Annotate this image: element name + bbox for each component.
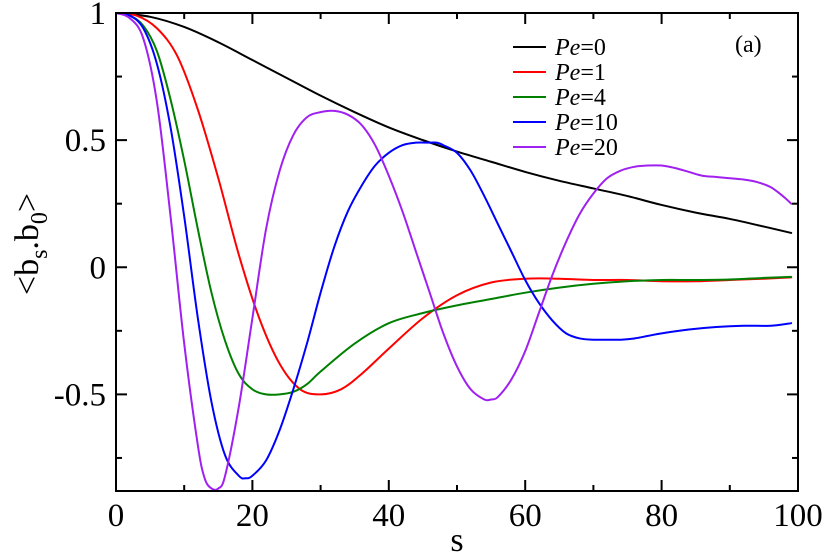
series-layer <box>115 12 793 491</box>
y-tick-label: 0.5 <box>65 123 106 159</box>
series-line-pe-0 <box>115 12 793 234</box>
plot-frame <box>115 12 799 492</box>
y-tick-label: 1 <box>90 0 107 32</box>
series-line-pe-4 <box>115 12 793 396</box>
y-tick-label: 0 <box>90 250 107 286</box>
legend-label: Pe=1 <box>554 60 606 86</box>
series-line-pe-10 <box>115 12 793 480</box>
y-axis-label: <bs.b0> <box>9 193 53 295</box>
x-tick-label: 40 <box>372 498 405 534</box>
x-tick-label: 20 <box>236 498 269 534</box>
ticks-layer: 0 20 40 60 80 100 1 0.5 0 -0.5 <box>54 0 823 534</box>
legend-label: Pe=0 <box>554 35 606 61</box>
x-tick-label: 80 <box>645 498 678 534</box>
legend-label: Pe=20 <box>554 135 618 161</box>
series-line-pe-1 <box>115 12 793 396</box>
series-line-pe-20 <box>115 12 793 491</box>
x-tick-label: 0 <box>108 498 125 534</box>
legend-label: Pe=10 <box>554 110 618 136</box>
x-tick-label: 60 <box>509 498 542 534</box>
x-axis-label: s <box>450 522 463 554</box>
panel-annotation: (a) <box>735 32 762 58</box>
x-tick-label: 100 <box>773 498 823 534</box>
legend-label: Pe=4 <box>554 85 606 111</box>
y-tick-label: -0.5 <box>54 377 106 413</box>
